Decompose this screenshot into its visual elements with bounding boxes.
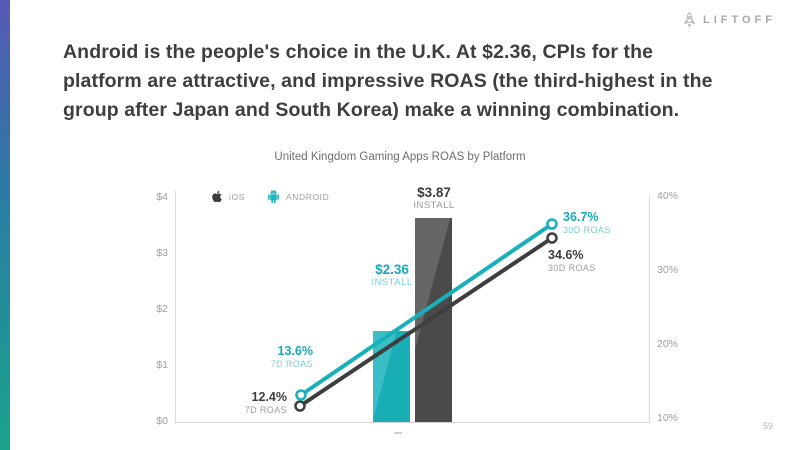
marker-android-30d (546, 218, 558, 230)
bar-label-android: $2.36 INSTALL (350, 263, 434, 289)
chart-title: United Kingdom Gaming Apps ROAS by Platf… (274, 151, 526, 163)
point-value: 12.4% (251, 390, 287, 404)
marker-android-7d (295, 389, 307, 401)
rocket-icon (684, 12, 695, 28)
point-sublabel: 30D ROAS (563, 225, 611, 235)
left-axis-tick: $3 (156, 247, 168, 259)
left-axis-tick: $1 (156, 359, 168, 371)
legend-label-android: ANDROID (285, 191, 330, 202)
right-axis-tick: 40% (657, 190, 679, 202)
left-axis-tick: $4 (156, 191, 168, 203)
point-value: 34.6% (548, 248, 584, 262)
bar-android-install (373, 331, 410, 422)
left-y-axis-line (175, 191, 176, 422)
right-y-axis-line (649, 196, 650, 422)
x-axis-line (175, 422, 650, 423)
legend-label-ios: iOS (229, 191, 245, 202)
left-axis-tick: $0 (156, 415, 168, 427)
point-label-ios-30d: 34.6% 30D ROAS (548, 249, 596, 275)
apple-icon (212, 190, 222, 203)
chart-legend: iOS ANDROID (211, 190, 329, 203)
bar-value-android: $2.36 (375, 262, 409, 277)
bar-sublabel-android: INSTALL (371, 277, 413, 288)
right-axis-tick: 30% (657, 264, 679, 276)
bar-value-ios: $3.87 (417, 185, 451, 200)
point-label-ios-7d: 12.4% 7D ROAS (245, 391, 287, 417)
brand-name: LIFTOFF (702, 14, 776, 26)
left-axis-tick: $2 (156, 303, 168, 315)
marker-ios-30d (546, 232, 558, 244)
bar-sublabel-ios: INSTALL (413, 200, 455, 211)
right-axis-tick: 10% (657, 412, 679, 424)
point-value: 36.7% (563, 210, 599, 224)
point-value: 13.6% (277, 344, 313, 358)
point-label-android-30d: 36.7% 30D ROAS (563, 211, 611, 237)
legend-item-ios: iOS (211, 190, 245, 203)
right-axis-tick: 20% (657, 338, 679, 350)
liftoff-logo: LIFTOFF (683, 11, 776, 29)
marker-ios-7d (294, 400, 306, 412)
legend-item-android: ANDROID (267, 190, 329, 203)
point-sublabel: 7D ROAS (244, 405, 287, 415)
point-label-android-7d: 13.6% 7D ROAS (271, 345, 313, 371)
point-sublabel: 30D ROAS (548, 263, 596, 273)
android-icon (268, 190, 279, 203)
point-sublabel: 7D ROAS (270, 359, 313, 369)
bar-ios-install (415, 218, 452, 422)
accent-gradient-bar (0, 0, 10, 450)
headline: Android is the people's choice in the U.… (63, 41, 713, 121)
x-axis-tick-mark (394, 432, 402, 434)
bar-label-ios: $3.87 INSTALL (392, 186, 476, 212)
page-number: 59 (762, 421, 773, 431)
